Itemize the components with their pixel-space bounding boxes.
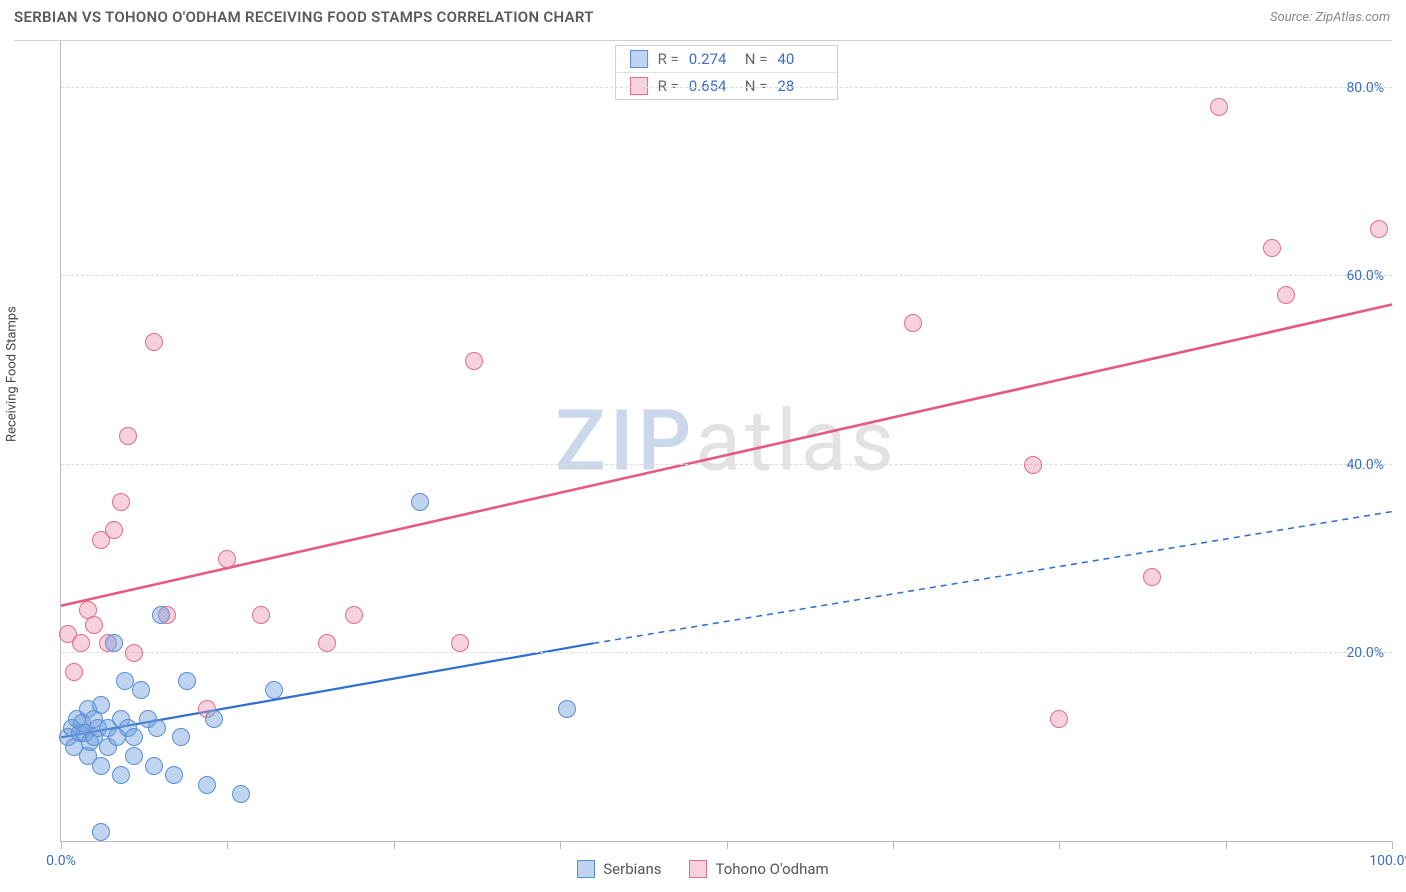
data-point-tohono [65, 663, 83, 681]
gridline [61, 87, 1392, 88]
data-point-tohono [465, 352, 483, 370]
y-tick-label: 60.0% [1346, 268, 1384, 284]
data-point-tohono [119, 427, 137, 445]
legend-item-tohono: Tohono O'odham [689, 860, 828, 878]
data-point-tohono [1024, 456, 1042, 474]
x-tick [1226, 841, 1227, 849]
source-attribution: Source: ZipAtlas.com [1270, 10, 1390, 25]
swatch-tohono [689, 860, 707, 878]
legend-row-serbians: R = 0.274 N = 40 [616, 46, 838, 72]
data-point-tohono [1370, 220, 1388, 238]
data-point-tohono [105, 521, 123, 539]
data-point-serbians [411, 493, 429, 511]
data-point-serbians [132, 681, 150, 699]
plot-area: ZIPatlas R = 0.274 N = 40 R = 0.654 N = … [60, 41, 1392, 842]
x-tick [394, 841, 395, 849]
trend-lines [61, 41, 1392, 841]
data-point-serbians [92, 696, 110, 714]
data-point-tohono [1143, 568, 1161, 586]
data-point-serbians [198, 776, 216, 794]
x-tick [61, 841, 62, 849]
data-point-serbians [232, 785, 250, 803]
y-tick-label: 80.0% [1346, 80, 1384, 96]
data-point-tohono [85, 616, 103, 634]
data-point-tohono [345, 606, 363, 624]
x-tick [1392, 841, 1393, 849]
data-point-serbians [148, 719, 166, 737]
chart-area: Receiving Food Stamps ZIPatlas R = 0.274… [14, 40, 1392, 842]
data-point-tohono [125, 644, 143, 662]
data-point-serbians [92, 823, 110, 841]
gridline [61, 275, 1392, 276]
x-tick [727, 841, 728, 849]
data-point-serbians [92, 757, 110, 775]
r-value-tohono: 0.654 [689, 77, 735, 95]
x-tick [893, 841, 894, 849]
data-point-tohono [451, 634, 469, 652]
y-tick-label: 40.0% [1346, 457, 1384, 473]
gridline [61, 652, 1392, 653]
data-point-tohono [112, 493, 130, 511]
data-point-serbians [112, 766, 130, 784]
x-tick [227, 841, 228, 849]
data-point-tohono [145, 333, 163, 351]
swatch-serbians [630, 50, 648, 68]
data-point-serbians [105, 634, 123, 652]
watermark: ZIPatlas [555, 392, 898, 491]
x-tick [560, 841, 561, 849]
y-axis-label: Receiving Food Stamps [5, 306, 20, 442]
legend-row-tohono: R = 0.654 N = 28 [616, 72, 838, 99]
data-point-serbians [265, 681, 283, 699]
data-point-tohono [252, 606, 270, 624]
data-point-tohono [72, 634, 90, 652]
data-point-tohono [1050, 710, 1068, 728]
series-legend: Serbians Tohono O'odham [0, 860, 1406, 878]
swatch-tohono [630, 77, 648, 95]
data-point-serbians [145, 757, 163, 775]
swatch-serbians [577, 860, 595, 878]
n-value-serbians: 40 [777, 50, 823, 68]
legend-item-serbians: Serbians [577, 860, 661, 878]
chart-title: SERBIAN VS TOHONO O'ODHAM RECEIVING FOOD… [14, 8, 594, 26]
data-point-serbians [205, 710, 223, 728]
y-tick-label: 20.0% [1346, 645, 1384, 661]
data-point-tohono [1210, 98, 1228, 116]
data-point-tohono [218, 550, 236, 568]
data-point-serbians [125, 728, 143, 746]
data-point-serbians [125, 747, 143, 765]
x-tick [1059, 841, 1060, 849]
r-value-serbians: 0.274 [689, 50, 735, 68]
correlation-legend: R = 0.274 N = 40 R = 0.654 N = 28 [615, 45, 839, 100]
data-point-tohono [904, 314, 922, 332]
data-point-tohono [318, 634, 336, 652]
data-point-serbians [152, 606, 170, 624]
data-point-tohono [1277, 286, 1295, 304]
gridline [61, 464, 1392, 465]
n-value-tohono: 28 [777, 77, 823, 95]
data-point-serbians [178, 672, 196, 690]
data-point-tohono [1263, 239, 1281, 257]
data-point-serbians [165, 766, 183, 784]
data-point-serbians [558, 700, 576, 718]
data-point-serbians [172, 728, 190, 746]
